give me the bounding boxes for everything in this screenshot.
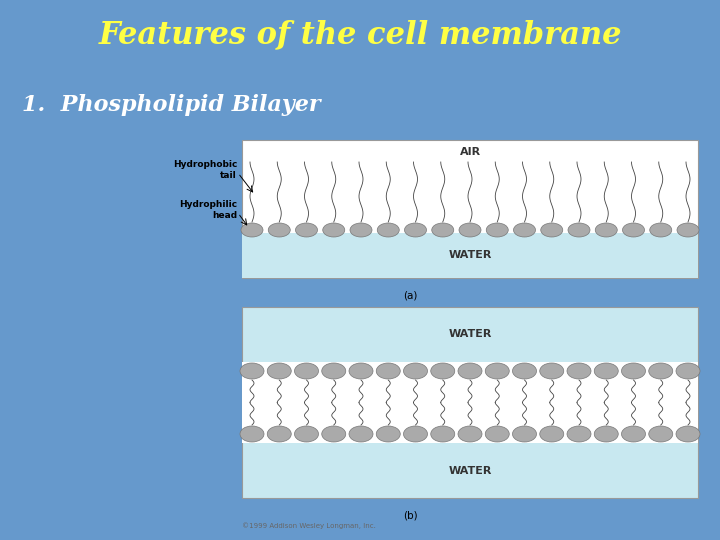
Ellipse shape (267, 363, 292, 379)
Ellipse shape (267, 426, 292, 442)
Ellipse shape (513, 363, 536, 379)
Bar (242, 233, 698, 278)
Ellipse shape (485, 363, 509, 379)
Ellipse shape (431, 426, 455, 442)
Ellipse shape (513, 223, 536, 237)
Text: Hydrophilic
head: Hydrophilic head (179, 200, 237, 220)
Ellipse shape (322, 363, 346, 379)
Ellipse shape (676, 363, 700, 379)
Ellipse shape (323, 223, 345, 237)
Ellipse shape (540, 426, 564, 442)
Ellipse shape (349, 363, 373, 379)
Ellipse shape (458, 426, 482, 442)
Ellipse shape (541, 223, 563, 237)
Ellipse shape (594, 426, 618, 442)
Ellipse shape (567, 363, 591, 379)
Bar (242, 362, 698, 443)
Ellipse shape (294, 426, 318, 442)
Ellipse shape (240, 426, 264, 442)
Ellipse shape (567, 426, 591, 442)
Ellipse shape (649, 363, 672, 379)
Ellipse shape (431, 363, 455, 379)
Ellipse shape (621, 363, 646, 379)
Ellipse shape (377, 363, 400, 379)
Ellipse shape (621, 426, 646, 442)
Ellipse shape (405, 223, 426, 237)
Ellipse shape (486, 223, 508, 237)
Ellipse shape (594, 363, 618, 379)
Ellipse shape (269, 223, 290, 237)
Ellipse shape (459, 223, 481, 237)
Ellipse shape (322, 426, 346, 442)
Ellipse shape (649, 223, 672, 237)
Ellipse shape (350, 223, 372, 237)
Ellipse shape (377, 223, 400, 237)
Text: WATER: WATER (449, 251, 492, 260)
Text: Hydrophobic
tail: Hydrophobic tail (173, 160, 237, 180)
Text: WATER: WATER (449, 329, 492, 339)
Ellipse shape (568, 223, 590, 237)
Ellipse shape (403, 363, 428, 379)
Text: Features of the cell membrane: Features of the cell membrane (98, 19, 622, 51)
Bar (242, 307, 698, 498)
Text: AIR: AIR (459, 147, 480, 157)
Ellipse shape (540, 363, 564, 379)
Ellipse shape (595, 223, 617, 237)
Text: 1.  Phospholipid Bilayer: 1. Phospholipid Bilayer (22, 94, 320, 116)
Ellipse shape (458, 363, 482, 379)
Ellipse shape (649, 426, 672, 442)
Text: ©1999 Addison Wesley Longman, Inc.: ©1999 Addison Wesley Longman, Inc. (242, 522, 376, 529)
Ellipse shape (294, 363, 318, 379)
Ellipse shape (677, 223, 699, 237)
Ellipse shape (403, 426, 428, 442)
Text: (a): (a) (402, 291, 417, 301)
Ellipse shape (623, 223, 644, 237)
Ellipse shape (240, 363, 264, 379)
Ellipse shape (485, 426, 509, 442)
Ellipse shape (676, 426, 700, 442)
Ellipse shape (241, 223, 263, 237)
Ellipse shape (349, 426, 373, 442)
Text: WATER: WATER (449, 465, 492, 476)
Ellipse shape (295, 223, 318, 237)
Ellipse shape (513, 426, 536, 442)
Ellipse shape (377, 426, 400, 442)
Text: (b): (b) (402, 511, 418, 521)
Bar (242, 140, 698, 278)
Ellipse shape (432, 223, 454, 237)
